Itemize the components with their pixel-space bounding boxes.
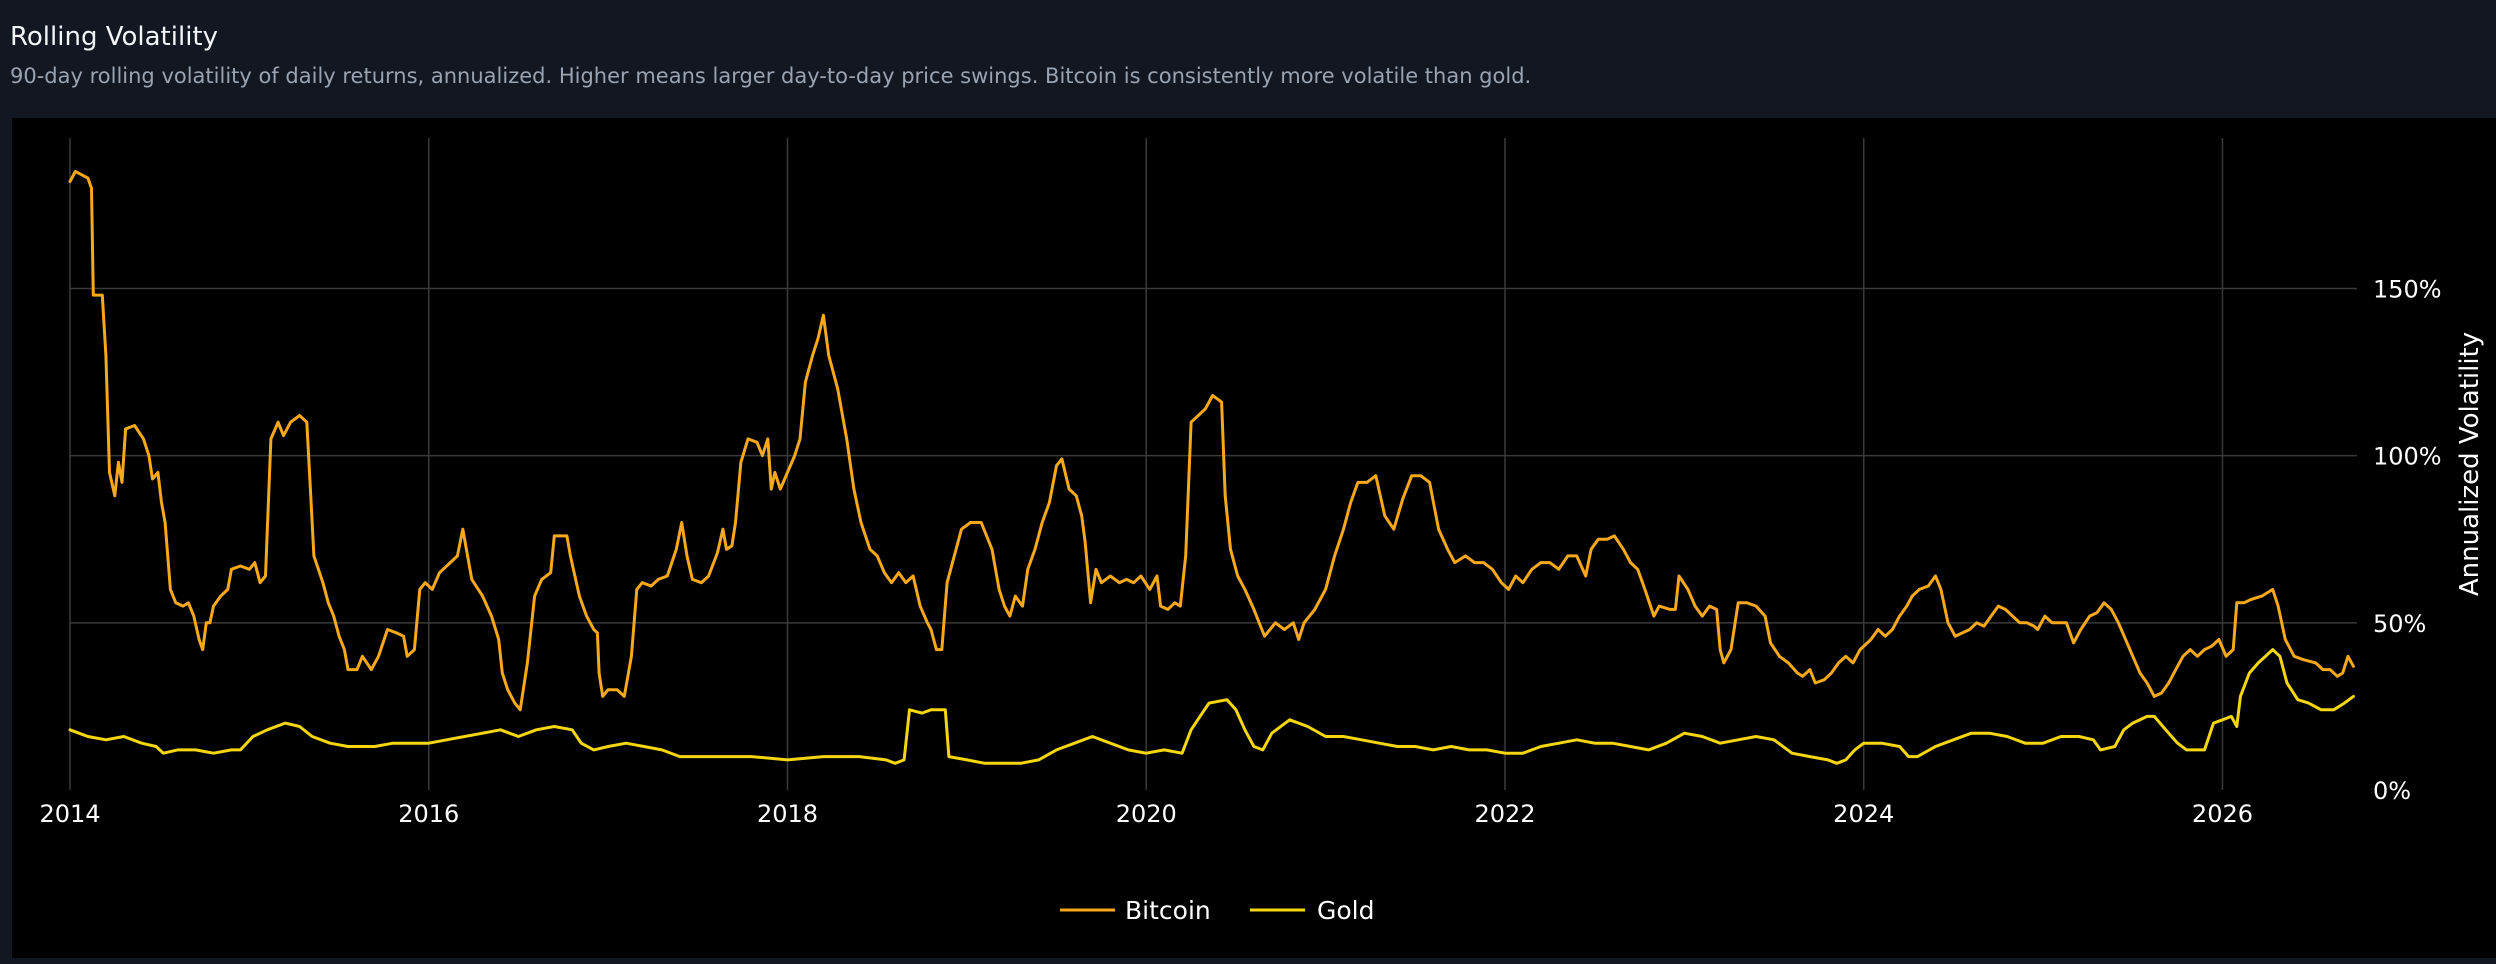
x-tick-label: 2018 xyxy=(757,800,818,828)
chart-subtitle: 90-day rolling volatility of daily retur… xyxy=(10,64,1532,88)
x-tick-label: 2026 xyxy=(2192,800,2253,828)
y-axis-label: Annualized Volatility xyxy=(2455,332,2485,596)
series-line-bitcoin xyxy=(68,169,2355,712)
y-tick-label: 0% xyxy=(2373,777,2411,805)
x-tick-label: 2022 xyxy=(1474,800,1535,828)
y-tick-label: 100% xyxy=(2373,443,2442,471)
x-tick-label: 2020 xyxy=(1116,800,1177,828)
legend-label-gold: Gold xyxy=(1317,896,1374,925)
series-line-gold xyxy=(68,648,2355,765)
legend-label-bitcoin: Bitcoin xyxy=(1125,896,1211,925)
volatility-chart: 2014 2016 2018 2020 2022 2024 2026 0% 50% 100% 150… xyxy=(39,138,2485,925)
y-tick-label: 150% xyxy=(2373,275,2442,303)
x-tick-label: 2024 xyxy=(1833,800,1894,828)
chart-header: Rolling Volatility 90-day rolling volati… xyxy=(0,0,2496,118)
x-tick-label: 2016 xyxy=(398,800,459,828)
chart-title: Rolling Volatility xyxy=(10,22,218,52)
chart-panel: 2014 2016 2018 2020 2022 2024 2026 0% 50% 100% 150… xyxy=(12,118,2496,958)
x-tick-label: 2014 xyxy=(39,800,100,828)
y-tick-label: 50% xyxy=(2373,610,2426,638)
